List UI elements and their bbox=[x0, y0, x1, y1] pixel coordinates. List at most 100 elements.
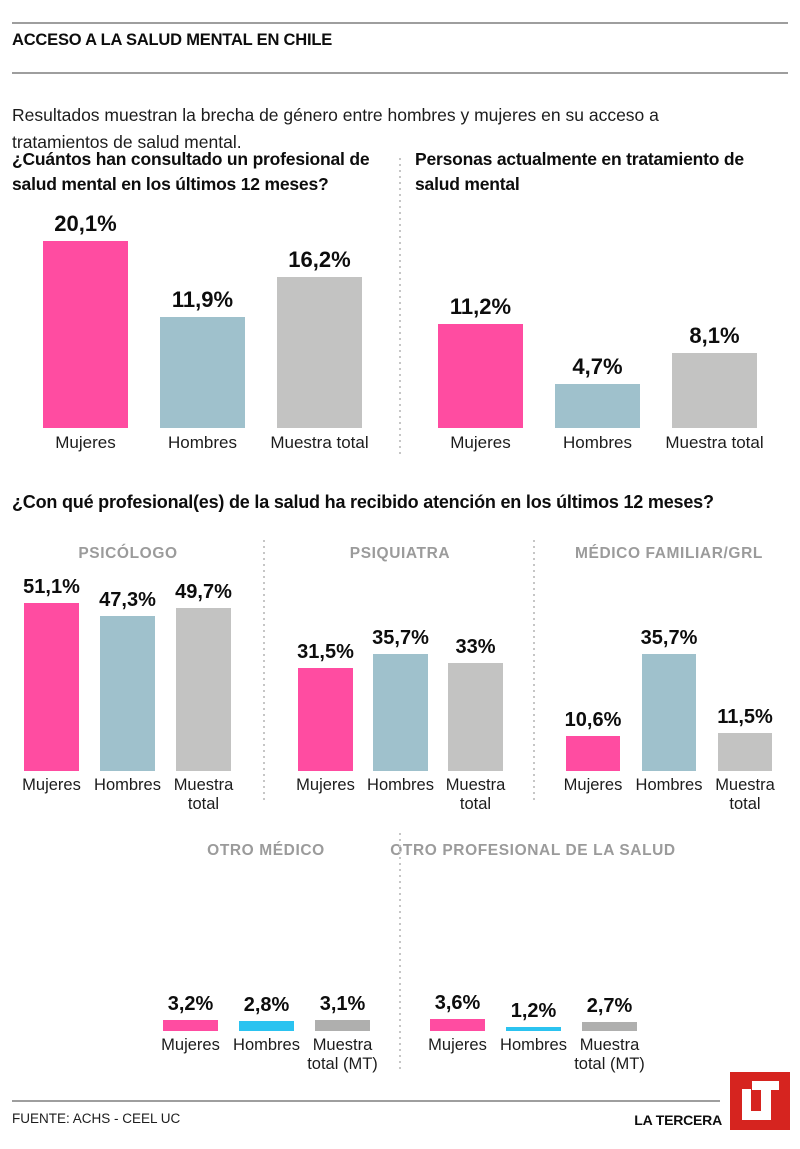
bar-group: 11,5% Muestra total bbox=[715, 573, 775, 813]
bar-muestra-total bbox=[448, 663, 503, 771]
lt-monogram-l-foot bbox=[742, 1111, 762, 1120]
bar-group: 1,2% Hombres bbox=[500, 973, 567, 1073]
bar-muestra-total bbox=[718, 733, 772, 771]
bar-value-label: 2,8% bbox=[243, 994, 290, 1016]
bar-value-label: 11,5% bbox=[717, 706, 773, 728]
lt-monogram-l-stem bbox=[742, 1089, 751, 1120]
bar-chart-consultado: 20,1% Mujeres 11,9% Hombres 16,2% Muestra tot… bbox=[43, 210, 369, 454]
bar-group: 8,1% Muestra total bbox=[665, 210, 763, 454]
bar-category-label: Mujeres bbox=[161, 1036, 220, 1054]
bar-category-label: Mujeres bbox=[428, 1036, 487, 1054]
bar-group: 47,3% Hombres bbox=[94, 573, 161, 813]
bar-category-label: Mujeres bbox=[55, 433, 116, 452]
bar-category-label: Hombres bbox=[233, 1036, 300, 1054]
bar-group: 49,7% Muestra total bbox=[174, 573, 234, 813]
bar-group: 31,5% Mujeres bbox=[296, 573, 355, 813]
chart-header-otro-profesional: OTRO PROFESIONAL DE LA SALUD bbox=[390, 842, 676, 859]
bar-value-label: 3,1% bbox=[319, 993, 366, 1015]
bar-group: 3,6% Mujeres bbox=[428, 973, 487, 1073]
bar-chart-otro-medico: 3,2% Mujeres 2,8% Hombres 3,1% Muestra total … bbox=[161, 973, 378, 1073]
bar-value-label: 11,9% bbox=[171, 287, 234, 312]
lt-monogram-t-stem bbox=[761, 1081, 771, 1120]
page-title: ACCESO A LA SALUD MENTAL EN CHILE bbox=[12, 31, 333, 49]
bar-muestra-total-mt bbox=[582, 1022, 637, 1031]
chart-title-tratamiento: Personas actualmente en tratamiento de s… bbox=[415, 149, 744, 194]
bar-value-label: 16,2% bbox=[288, 247, 351, 272]
bar-group: 2,7% Muestra total (MT) bbox=[574, 973, 645, 1073]
bar-value-label: 3,6% bbox=[434, 992, 481, 1014]
bar-value-label: 49,7% bbox=[175, 581, 232, 603]
bar-value-label: 1,2% bbox=[510, 1000, 557, 1022]
bar-muestra-total bbox=[277, 277, 362, 428]
bar-category-label: Mujeres bbox=[450, 433, 511, 452]
bar-hombres bbox=[506, 1027, 561, 1031]
footer-rule-divider bbox=[12, 1100, 720, 1102]
bar-value-label: 33% bbox=[455, 636, 496, 658]
bar-hombres bbox=[100, 616, 155, 771]
bar-value-label: 8,1% bbox=[689, 323, 740, 348]
dotted-divider-bottom bbox=[399, 833, 401, 1073]
bar-category-label: Hombres bbox=[367, 776, 434, 794]
bar-chart-otro-profesional: 3,6% Mujeres 1,2% Hombres 2,7% Muestra total … bbox=[428, 973, 645, 1073]
header-rule-divider bbox=[12, 72, 788, 74]
bar-value-label: 20,1% bbox=[54, 211, 117, 236]
chart-title-consultado: ¿Cuántos han consultado un profesional d… bbox=[12, 149, 370, 194]
top-rule-divider bbox=[12, 22, 788, 24]
bar-category-label: Hombres bbox=[168, 433, 237, 452]
bar-category-label: Muestra total bbox=[270, 433, 369, 452]
bar-group: 33% Muestra total bbox=[446, 573, 506, 813]
bar-hombres bbox=[239, 1021, 294, 1031]
bar-chart-psicologo: 51,1% Mujeres 47,3% Hombres 49,7% Muestra tot… bbox=[22, 573, 234, 813]
dotted-divider-mid-1 bbox=[263, 540, 265, 802]
bar-mujeres bbox=[566, 736, 620, 771]
bar-hombres bbox=[642, 654, 696, 771]
bar-hombres bbox=[555, 384, 640, 428]
chart-header-psiquiatra: PSIQUIATRA bbox=[349, 545, 451, 562]
bar-mujeres bbox=[438, 324, 523, 428]
bar-value-label: 35,7% bbox=[372, 627, 429, 649]
bar-muestra-total-mt bbox=[315, 1020, 370, 1031]
bar-group: 3,1% Muestra total (MT) bbox=[307, 973, 378, 1073]
bar-mujeres bbox=[298, 668, 353, 771]
bar-category-label: Muestra total bbox=[445, 776, 506, 813]
bar-value-label: 2,7% bbox=[586, 995, 633, 1017]
bar-value-label: 51,1% bbox=[23, 576, 80, 598]
intro-text: Resultados muestran la brecha de género … bbox=[12, 104, 659, 152]
bar-mujeres bbox=[24, 603, 79, 771]
bar-category-label: Muestra total bbox=[173, 776, 234, 813]
chart-header-otro-medico: OTRO MÉDICO bbox=[207, 842, 325, 859]
bar-group: 35,7% Hombres bbox=[636, 573, 703, 813]
bar-category-label: Muestra total (MT) bbox=[307, 1036, 378, 1073]
bar-category-label: Hombres bbox=[635, 776, 703, 794]
bar-group: 35,7% Hombres bbox=[367, 573, 434, 813]
bar-category-label: Muestra total bbox=[715, 776, 775, 813]
bar-group: 51,1% Mujeres bbox=[22, 573, 81, 813]
bar-group: 11,9% Hombres bbox=[160, 210, 245, 454]
bar-value-label: 35,7% bbox=[640, 627, 698, 649]
bar-category-label: Mujeres bbox=[296, 776, 355, 794]
bar-value-label: 3,2% bbox=[167, 993, 214, 1015]
bar-category-label: Mujeres bbox=[22, 776, 81, 794]
bar-group: 2,8% Hombres bbox=[233, 973, 300, 1073]
bar-hombres bbox=[160, 317, 245, 428]
bar-category-label: Hombres bbox=[500, 1036, 567, 1054]
chart-header-medico-familiar: MÉDICO FAMILIAR/GRL bbox=[575, 545, 763, 562]
brand-text: LA TERCERA bbox=[634, 1112, 722, 1128]
bar-mujeres bbox=[430, 1019, 485, 1031]
bar-value-label: 10,6% bbox=[564, 709, 622, 731]
bar-category-label: Hombres bbox=[563, 433, 632, 452]
bar-hombres bbox=[373, 654, 428, 771]
bar-category-label: Muestra total bbox=[665, 433, 764, 452]
bar-mujeres bbox=[43, 241, 128, 428]
bar-group: 3,2% Mujeres bbox=[161, 973, 220, 1073]
bar-group: 16,2% Muestra total bbox=[270, 210, 368, 454]
bar-group: 11,2% Mujeres bbox=[438, 210, 523, 454]
bar-chart-medico-familiar: 10,6% Mujeres 35,7% Hombres 11,5% Muestra tot… bbox=[563, 573, 775, 813]
bar-muestra-total bbox=[672, 353, 757, 428]
dotted-divider-top bbox=[399, 158, 401, 454]
bar-chart-tratamiento: 11,2% Mujeres 4,7% Hombres 8,1% Muestra total bbox=[438, 210, 764, 454]
bar-category-label: Mujeres bbox=[563, 776, 623, 794]
lt-logo bbox=[730, 1072, 790, 1130]
bar-category-label: Hombres bbox=[94, 776, 161, 794]
